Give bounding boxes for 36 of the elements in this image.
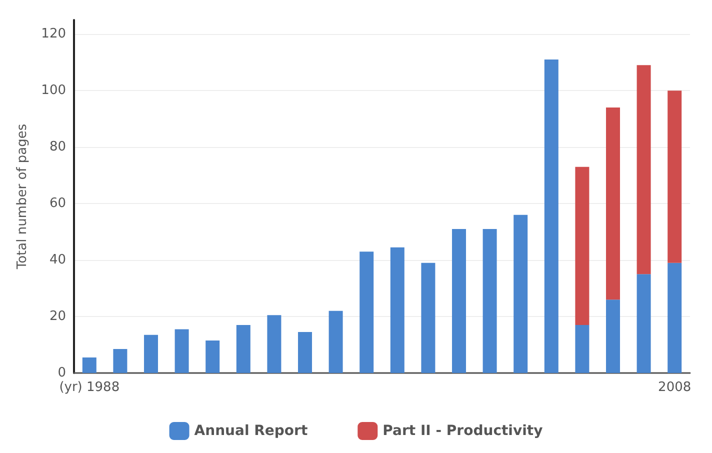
bar [267,315,282,373]
bar [360,252,374,373]
legend-label: Annual Report [194,423,308,439]
bar [514,214,528,373]
bar [544,60,558,373]
y-tick-label: 0 [58,366,66,380]
bar [82,357,96,373]
y-tick-label: 100 [41,83,66,98]
bar [390,247,404,373]
bar [606,108,620,300]
bar [421,262,436,373]
y-tick-label: 40 [49,252,66,268]
bar [636,274,651,373]
bar [328,310,343,373]
y-tick-label: 20 [49,309,66,324]
bar [144,334,158,373]
bar [452,228,466,373]
x-tick-label: (yr) 1988 [59,380,120,395]
bar [482,228,497,373]
bar [636,65,651,274]
bar [668,90,682,263]
bar [668,262,682,373]
x-tick-label: 2008 [658,380,692,395]
bar [206,340,220,373]
y-tick-label: 120 [41,26,66,42]
y-axis-title: Total number of pages [15,124,30,270]
bar [575,324,590,373]
bar [174,329,189,373]
bar [606,300,620,373]
bar [113,348,128,373]
y-tick-label: 80 [49,140,66,155]
bar [575,166,590,325]
y-tick-label: 60 [49,196,66,212]
legend-label: Part II - Productivity [382,423,543,439]
bar [298,332,312,373]
bar [236,324,250,373]
